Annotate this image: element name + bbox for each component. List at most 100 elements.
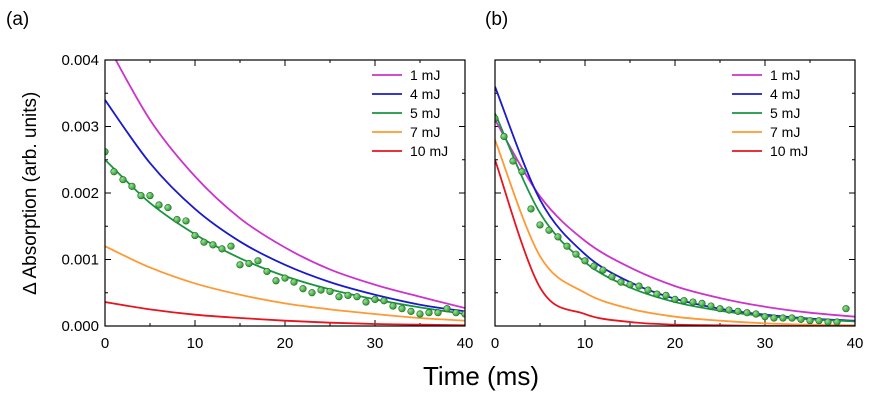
legend-label: 5 mJ [770,105,800,121]
data-point [119,176,127,184]
data-point [770,314,778,322]
data-point [105,148,109,156]
data-point [209,241,217,249]
data-point [218,245,226,253]
legend-label: 1 mJ [770,67,800,83]
legend-label: 10 mJ [770,143,808,159]
x-tick-label: 30 [367,335,384,352]
legend-label: 10 mJ [410,143,448,159]
y-tick-label: 0.000 [61,318,99,335]
data-point [779,314,787,322]
data-point [824,318,832,326]
data-point [155,201,163,209]
x-tick-label: 0 [491,335,499,352]
curves [105,60,465,326]
data-point [236,261,244,269]
y-tick-label: 0.004 [61,52,99,69]
x-tick-label: 30 [757,335,774,352]
legend-label: 4 mJ [410,86,440,102]
data-point [707,302,715,310]
data-point [545,226,553,234]
data-point [434,309,442,317]
data-point [689,298,697,306]
data-point [554,233,562,241]
data-point [110,168,118,176]
panel-b: (b) 0 10 20 30 40 1 mJ 4 mJ 5 mJ 7 mJ 10 mJ [485,9,863,352]
data-point [743,309,751,317]
x-tick-label: 20 [667,335,684,352]
data-point [281,274,289,282]
data-point [608,273,616,281]
data-point [443,305,451,313]
data-point [581,257,589,265]
data-point [500,132,508,141]
data-point [164,204,172,212]
data-point [806,317,814,325]
data-point [599,266,607,274]
data-point [227,242,235,250]
data-point [518,168,526,176]
data-point [137,192,145,200]
data-point [191,231,199,240]
data-point [725,306,733,314]
data-point [371,295,379,304]
data-point [272,277,280,285]
data-point [833,318,841,326]
data-point [671,295,679,304]
data-point [308,289,316,297]
x-tick-label: 10 [187,335,204,352]
data-point [362,298,370,306]
legend: 1 mJ 4 mJ 5 mJ 7 mJ 10 mJ [372,67,448,159]
data-point [425,309,433,317]
legend-label: 4 mJ [770,86,800,102]
data-point [734,307,742,315]
series-line [495,159,855,326]
data-point [662,291,670,300]
data-point [146,192,154,200]
data-point [617,278,625,286]
data-point [254,257,262,265]
plot-frame [494,59,856,327]
data-point [299,285,307,293]
data-point [527,205,535,213]
series-line [105,99,465,313]
y-axis-title: ∆ Absorption (arb. units) [20,92,41,295]
legend-label: 7 mJ [770,124,800,140]
data-point [407,307,415,315]
series-line [114,60,465,309]
y-tick-label: 0.001 [61,252,99,269]
legend-label: 7 mJ [410,124,440,140]
data-point [416,310,424,318]
data-point [509,157,517,165]
x-tick-label: 40 [847,335,864,352]
data-point [326,287,334,296]
data-point [461,310,465,318]
data-point [761,313,769,321]
x-tick-label: 40 [457,335,474,352]
data-point [317,286,325,294]
legend: 1 mJ 4 mJ 5 mJ 7 mJ 10 mJ [732,67,808,159]
data-point [173,216,181,224]
y-tick-label: 0.002 [61,185,99,202]
series-line [105,301,465,326]
panel-label: (b) [485,9,508,30]
data-point [635,282,643,290]
x-tick-label: 20 [277,335,294,352]
data-point [752,310,760,318]
data-point [653,290,661,298]
data-point [389,302,397,310]
data-point [182,217,190,225]
data-point [797,315,805,323]
panel-a: (a) 0 10 20 30 40 0.000 0.001 0.002 0.003 0.004 1 m… [6,9,473,352]
x-tick-label: 10 [577,335,594,352]
data-point [788,314,796,322]
legend-label: 5 mJ [410,105,440,121]
data-point [290,278,298,286]
data-point [344,291,352,300]
legend-label: 1 mJ [410,67,440,83]
x-tick-label: 0 [101,335,109,352]
data-point [680,297,688,305]
data-point [353,293,361,301]
series-line [105,159,465,315]
